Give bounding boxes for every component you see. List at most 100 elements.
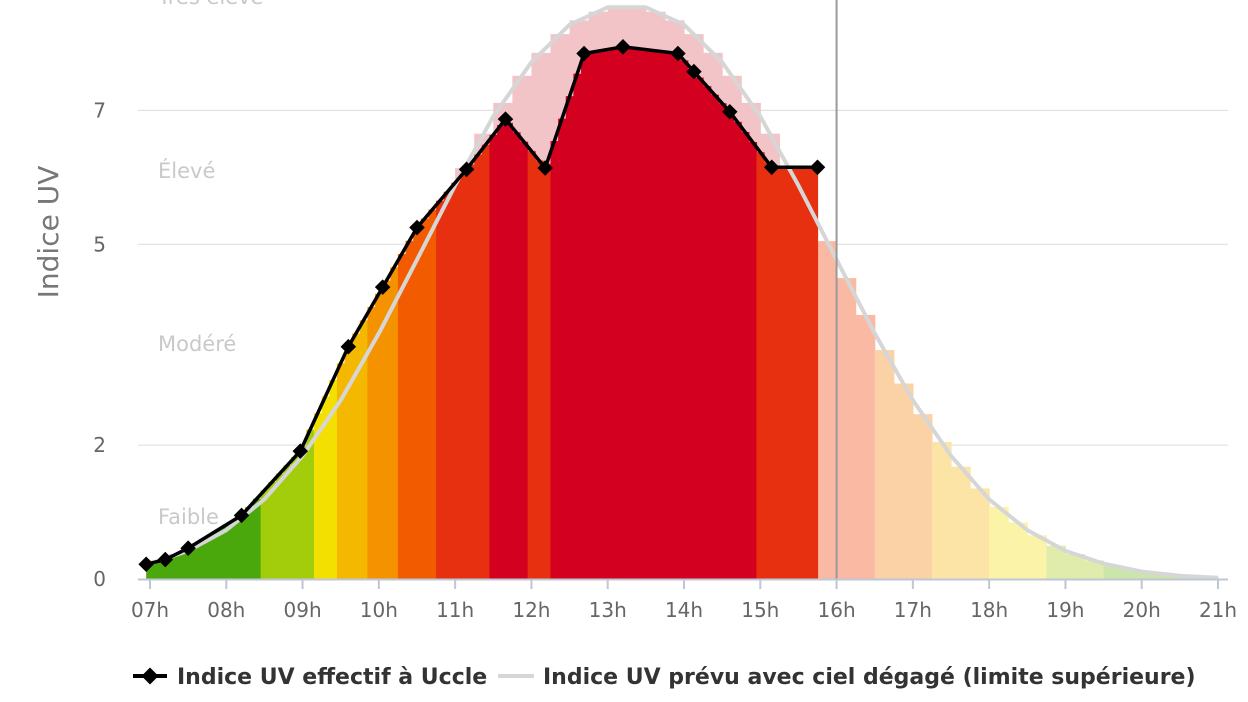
forecast-bar — [1160, 574, 1181, 579]
measured-bar — [245, 507, 254, 579]
measured-bar — [504, 122, 513, 580]
measured-bar — [436, 200, 445, 579]
measured-bar — [573, 73, 582, 579]
measured-bar — [741, 131, 750, 579]
risk-bands: Très élevé Élevé Modéré Faible — [157, 0, 263, 529]
measured-bar — [519, 141, 529, 579]
measured-bar — [718, 103, 727, 580]
measured-bar — [794, 167, 803, 579]
measured-bar — [664, 52, 674, 580]
measured-bar — [657, 51, 666, 580]
forecast-bar — [970, 488, 990, 579]
measured-bar — [619, 46, 628, 580]
forecast-bar — [1046, 545, 1067, 579]
x-tick-label: 09h — [284, 598, 322, 622]
measured-bar — [451, 182, 460, 579]
measured-bar — [283, 465, 292, 579]
measured-bar — [611, 48, 620, 579]
measured-bar — [497, 125, 506, 579]
forecast-line — [149, 5, 1219, 580]
measured-bar — [527, 151, 536, 579]
measured-point — [537, 160, 553, 176]
measured-bar — [642, 49, 651, 579]
measured-bar — [230, 520, 239, 579]
measured-bar — [321, 396, 330, 579]
measured-bar — [725, 111, 735, 580]
measured-bar — [710, 94, 719, 579]
measured-bar — [191, 543, 201, 579]
measured-bar — [214, 529, 224, 579]
x-tick-label: 08h — [207, 598, 245, 622]
measured-bar — [443, 191, 452, 579]
measured-bar — [161, 559, 170, 579]
y-axis-title: Indice UV — [32, 166, 65, 299]
x-tick-label: 19h — [1046, 598, 1084, 622]
x-tick-label: 15h — [741, 598, 779, 622]
measured-bar — [649, 50, 658, 579]
y-axis: 0 2 5 7 — [93, 98, 106, 591]
x-tick-label: 16h — [818, 598, 856, 622]
measured-bar — [634, 48, 643, 579]
measured-bar — [588, 52, 597, 580]
measured-bar — [809, 167, 819, 579]
forecast-bar — [817, 241, 838, 579]
measured-bars — [146, 46, 819, 580]
x-tick-label: 21h — [1199, 598, 1237, 622]
measured-bar — [375, 293, 384, 579]
measured-bar — [153, 561, 163, 579]
measured-bar — [603, 49, 613, 579]
measured-bar — [733, 121, 742, 579]
y-tick-label: 2 — [93, 433, 106, 457]
legend-item-measured[interactable]: Indice UV effectif à Uccle — [133, 665, 487, 690]
measured-bar — [184, 548, 193, 579]
legend-item-forecast[interactable]: Indice UV prévu avec ciel dégagé (limite… — [498, 665, 1196, 690]
measured-point — [809, 159, 826, 176]
measured-bar — [786, 167, 796, 579]
measured-bar — [275, 473, 285, 579]
measured-bar — [298, 446, 307, 579]
measured-bar — [413, 227, 422, 579]
y-tick-label: 7 — [93, 98, 106, 122]
measured-point — [157, 551, 174, 568]
legend-marker-measured — [141, 667, 159, 685]
measured-bar — [405, 240, 414, 580]
measured-bar — [626, 47, 636, 580]
measured-bar — [687, 69, 697, 579]
measured-bar — [489, 134, 498, 579]
measured-point — [138, 556, 154, 573]
measured-bar — [512, 132, 521, 579]
forecast-bar — [1103, 565, 1124, 579]
measured-bar — [169, 555, 178, 579]
measured-bar — [756, 152, 765, 579]
measured-point — [180, 540, 196, 556]
measured-bar — [252, 498, 262, 579]
band-label-eleve: Élevé — [158, 158, 215, 183]
x-tick-label: 12h — [512, 598, 550, 622]
measured-bar — [237, 515, 246, 579]
measured-bar — [458, 173, 468, 579]
forecast-bar — [931, 441, 952, 579]
measured-bar — [367, 306, 376, 579]
forecast-bar — [855, 314, 876, 579]
measured-bar — [268, 482, 277, 579]
x-tick-label: 07h — [131, 598, 169, 622]
measured-bar — [764, 162, 773, 579]
y-tick-label: 0 — [93, 567, 106, 591]
measured-bar — [176, 552, 185, 579]
measured-bar — [352, 333, 361, 579]
measured-bar — [565, 96, 574, 580]
band-label-faible: Faible — [158, 505, 219, 529]
measured-bar — [314, 413, 323, 579]
measured-bar — [466, 164, 475, 579]
forecast-bar — [893, 383, 914, 579]
forecast-curve — [149, 5, 1219, 580]
forecast-bar — [1065, 554, 1086, 579]
measured-point — [233, 507, 250, 524]
measured-bar — [558, 118, 567, 580]
measured-bar — [535, 160, 544, 579]
measured-point — [458, 161, 475, 178]
legend-label-measured: Indice UV effectif à Uccle — [177, 665, 487, 690]
measured-bar — [680, 60, 689, 579]
forecast-bar — [912, 414, 933, 579]
forecast-bar — [951, 466, 971, 579]
